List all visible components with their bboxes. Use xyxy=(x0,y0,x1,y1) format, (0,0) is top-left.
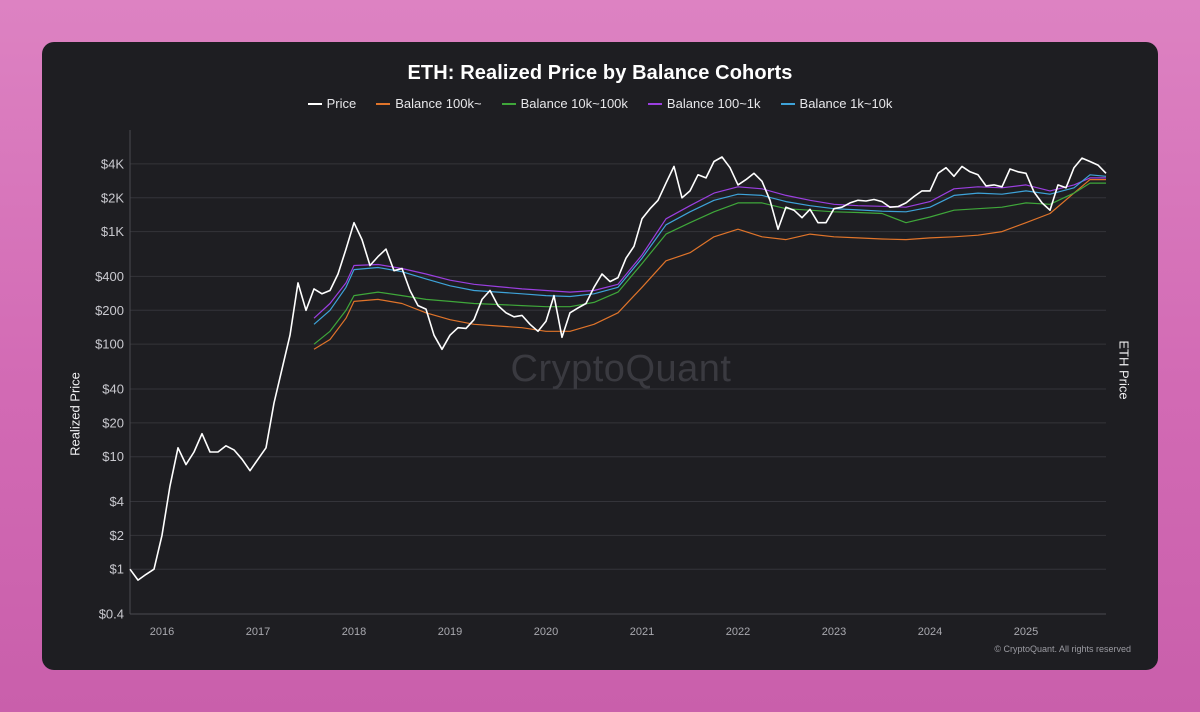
copyright-notice: © CryptoQuant. All rights reserved xyxy=(994,644,1131,654)
legend-item-balance-10k-100k[interactable]: Balance 10k~100k xyxy=(501,96,628,111)
chart-plot: CryptoQuant $4K$2K$1K$400$200$100$40$20$… xyxy=(95,130,1107,638)
balance-1k-10k-line xyxy=(313,174,1107,325)
y-axis-label-right: ETH Price xyxy=(1116,340,1132,400)
legend-item-balance-100-1k[interactable]: Balance 100~1k xyxy=(647,96,761,111)
x-tick-label: 2017 xyxy=(246,626,270,638)
x-tick-label: 2018 xyxy=(342,626,366,638)
y-tick-label: $1 xyxy=(110,562,124,577)
legend-swatch-balance-10k-100k xyxy=(501,102,516,105)
y-tick-label: $100 xyxy=(95,337,124,352)
y-tick-label: $1K xyxy=(101,224,124,239)
y-tick-label: $4 xyxy=(110,494,124,509)
legend-item-balance-1k-10k[interactable]: Balance 1k~10k xyxy=(780,96,893,111)
y-tick-label: $400 xyxy=(95,269,124,284)
balance-100-1k-line xyxy=(313,177,1106,319)
x-tick-label: 2019 xyxy=(438,626,462,638)
legend-label-price: Price xyxy=(326,96,357,111)
axes: $4K $2K $1K $400 $200 $100 $40 $20 $10 $4 $2 $1 $0.4… xyxy=(95,130,1106,638)
chart-title: ETH: Realized Price by Balance Cohorts xyxy=(407,62,793,84)
legend-item-price[interactable]: Price xyxy=(307,96,357,111)
x-tick-label: 2024 xyxy=(918,626,942,638)
legend-item-balance-100k[interactable]: Balance 100k~ xyxy=(376,96,482,111)
watermark: CryptoQuant xyxy=(511,348,732,390)
price-line xyxy=(129,156,1107,581)
x-tick-label: 2020 xyxy=(534,626,558,638)
series-lines xyxy=(129,156,1107,581)
y-tick-label: $2K xyxy=(101,190,124,205)
y-tick-label: $0.4 xyxy=(99,607,124,622)
balance-10k-100k-line xyxy=(313,182,1106,345)
legend-swatch-balance-100k xyxy=(376,102,391,105)
balance-100k-line xyxy=(313,179,1106,350)
y-tick-label: $40 xyxy=(102,381,124,396)
y-tick-label: $4K xyxy=(101,156,124,171)
legend-label-balance-10k-100k: Balance 10k~100k xyxy=(520,96,628,111)
y-axis-label: Realized Price xyxy=(67,372,83,456)
legend-label-balance-100k: Balance 100k~ xyxy=(395,96,482,111)
x-tick-label: 2021 xyxy=(630,626,654,638)
chart-card: ETH: Realized Price by Balance Cohorts P… xyxy=(42,42,1158,670)
legend-label-balance-100-1k: Balance 100~1k xyxy=(666,96,761,111)
legend-swatch-balance-1k-10k xyxy=(780,102,795,105)
x-tick-label: 2023 xyxy=(822,626,846,638)
legend-swatch-price xyxy=(307,102,322,105)
y-tick-label: $200 xyxy=(95,303,124,318)
x-tick-label: 2022 xyxy=(726,626,750,638)
legend-label-balance-1k-10k: Balance 1k~10k xyxy=(799,96,893,111)
y-tick-label: $2 xyxy=(110,528,124,543)
x-tick-label: 2016 xyxy=(150,626,174,638)
legend-swatch-balance-100-1k xyxy=(647,102,662,105)
y-tick-label: $10 xyxy=(102,449,124,464)
chart-legend: Price Balance 100k~ Balance 10k~100k Bal… xyxy=(42,96,1158,111)
x-tick-label: 2025 xyxy=(1014,626,1038,638)
y-tick-label: $20 xyxy=(102,415,124,430)
